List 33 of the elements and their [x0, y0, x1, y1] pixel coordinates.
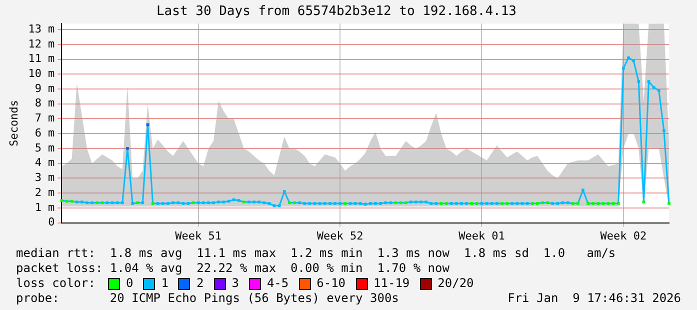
text: 6-10	[316, 276, 346, 291]
text: 11-19	[374, 276, 410, 291]
x-tick-label: Week 51	[175, 229, 222, 242]
y-tick-label: 3 m	[34, 171, 56, 184]
y-tick-label: 5 m	[34, 141, 56, 154]
y-tick-label: 13 m	[28, 22, 56, 36]
y-tick-label: 10 m	[28, 67, 56, 80]
x-tick-label: Week 52	[316, 229, 364, 242]
y-tick-label: 0	[48, 216, 55, 229]
text: 0	[126, 276, 134, 291]
y-tick-label: 4 m	[34, 156, 56, 170]
x-tick-label: Week 01	[458, 229, 505, 242]
text: median rtt: 1.8 ms avg 11.1 ms max 1.2 ms min 1.3 ms now 1.8 ms sd 1.0 am/s	[16, 246, 617, 261]
text: loss color:	[16, 276, 96, 291]
y-tick-label: 12 m	[28, 37, 56, 50]
y-tick-label: 2 m	[34, 186, 56, 199]
chart-title: Last 30 Days from 65574b2b3e12 to 192.168.4.13	[156, 4, 517, 20]
y-axis-title: Seconds	[7, 100, 20, 146]
y-tick-label: 11 m	[28, 52, 56, 66]
text: Fri Jan 9 17:46:31 2026	[508, 291, 681, 306]
text: 4-5	[266, 276, 289, 291]
text: 2	[196, 276, 204, 291]
y-tick-label: 6 m	[34, 126, 56, 140]
text: 3	[232, 276, 239, 291]
y-tick-label: 7 m	[34, 112, 56, 125]
y-tick-label: 9 m	[34, 82, 56, 95]
text: probe: 20 ICMP Echo Pings (56 Bytes) every 300s	[16, 291, 399, 306]
x-tick-label: Week 02	[600, 229, 647, 242]
y-tick-label: 8 m	[34, 96, 56, 110]
text: packet loss: 1.04 % avg 22.22 % max 0.00 % min 1.70 % now	[16, 261, 450, 276]
y-tick-label: 1 m	[34, 200, 56, 214]
text: 1	[161, 276, 168, 291]
text: 20/20	[438, 276, 474, 291]
